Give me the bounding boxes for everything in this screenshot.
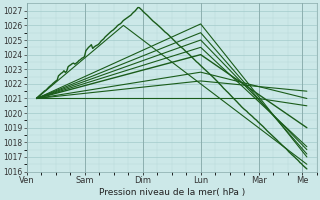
X-axis label: Pression niveau de la mer( hPa ): Pression niveau de la mer( hPa ) [99,188,245,197]
